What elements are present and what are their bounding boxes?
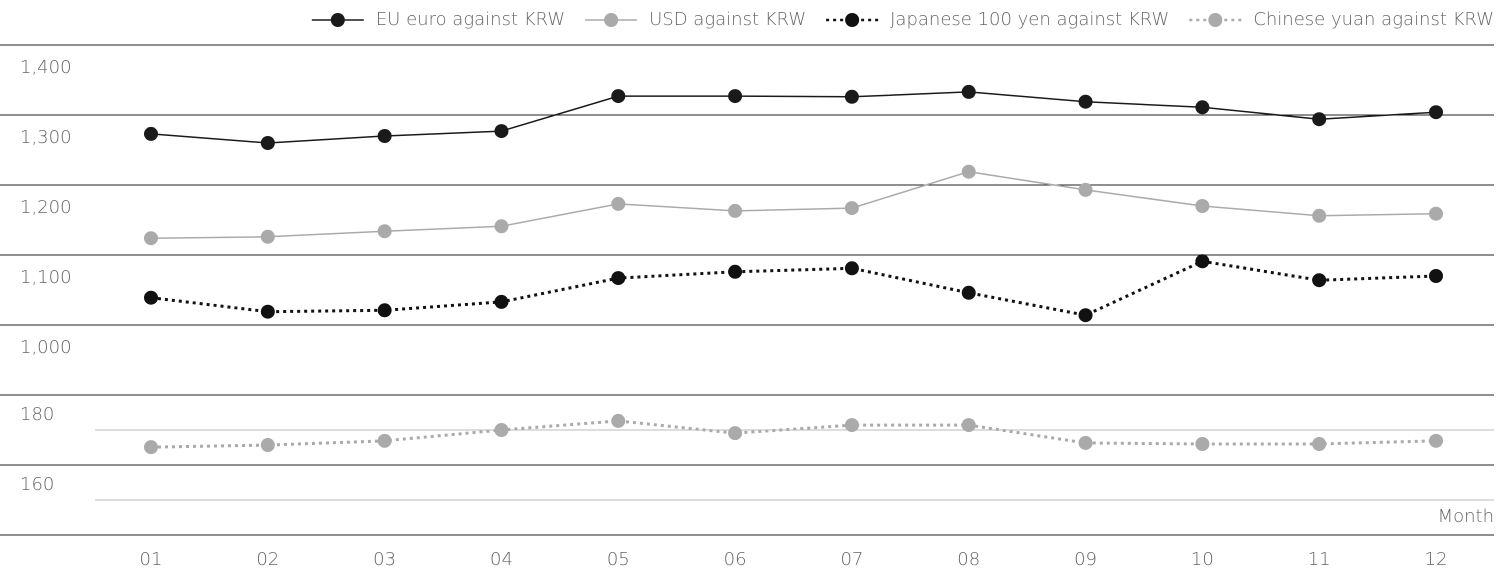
x-tick-label: 09 [1074, 549, 1097, 570]
data-point [144, 231, 158, 246]
data-point [1078, 435, 1093, 450]
x-tick-label: 12 [1425, 549, 1448, 570]
data-point [144, 440, 158, 455]
data-point [728, 203, 743, 218]
legend-marker [330, 13, 345, 27]
data-point [961, 418, 976, 433]
data-point [260, 304, 275, 319]
data-point [611, 271, 626, 286]
y-tick-label: 1,100 [20, 267, 72, 288]
data-point [611, 413, 626, 428]
x-tick-label: 02 [256, 549, 279, 570]
series-line [150, 419, 1437, 449]
data-point [611, 196, 626, 211]
x-tick-label: 05 [607, 549, 630, 570]
legend-label: Japanese 100 yen against KRW [890, 9, 1169, 30]
data-point [377, 129, 392, 143]
data-point [961, 285, 976, 300]
data-point [844, 201, 859, 216]
data-point [1429, 105, 1443, 120]
data-point [1078, 308, 1093, 323]
data-point [1312, 112, 1327, 127]
legend-label: USD against KRW [649, 9, 806, 30]
data-point [844, 89, 859, 104]
data-point [1429, 269, 1443, 283]
data-point [494, 219, 509, 234]
legend-marker [845, 13, 860, 27]
x-tick-label: 10 [1191, 549, 1214, 570]
x-tick-label: 11 [1308, 549, 1331, 570]
data-point [728, 89, 743, 104]
series-line [150, 91, 1437, 144]
data-point [1078, 182, 1093, 197]
legend-marker [604, 13, 619, 27]
y-tick-label: 1,400 [20, 57, 72, 78]
data-point [494, 294, 509, 309]
data-point [728, 264, 743, 279]
data-point [1078, 94, 1093, 109]
data-point [1312, 208, 1327, 223]
data-point [1312, 273, 1327, 288]
y-tick-label: 1,300 [20, 127, 72, 148]
y2-tick-label: 180 [20, 404, 54, 425]
data-point [377, 433, 392, 448]
data-point [144, 290, 158, 305]
x-tick-label: 06 [724, 549, 747, 570]
data-point [1429, 206, 1443, 221]
series-line [150, 259, 1437, 317]
x-tick-label: 08 [957, 549, 980, 570]
data-point [494, 124, 509, 139]
data-point [961, 84, 976, 99]
data-point [260, 136, 275, 150]
data-point [844, 261, 859, 276]
data-point [260, 438, 275, 453]
legend-marker [1208, 13, 1223, 27]
data-point [377, 224, 392, 239]
x-tick-label: 01 [140, 549, 163, 570]
data-point [1429, 433, 1443, 448]
x-tick-label: 04 [490, 549, 513, 570]
series-line [150, 170, 1437, 239]
x-axis-label: Month [1438, 506, 1494, 527]
data-point [1195, 199, 1210, 213]
data-point [1195, 254, 1210, 269]
y-tick-label: 1,200 [20, 197, 72, 218]
data-point [377, 303, 392, 318]
data-point [494, 423, 509, 437]
data-point [260, 229, 275, 244]
x-tick-label: 03 [373, 549, 396, 570]
legend-label: Chinese yuan against KRW [1253, 9, 1494, 30]
data-point [961, 164, 976, 179]
x-tick-label: 07 [840, 549, 863, 570]
data-point [728, 426, 743, 441]
data-point [844, 418, 859, 433]
data-point [1312, 437, 1327, 451]
data-point [1195, 437, 1210, 451]
legend-label: EU euro against KRW [376, 9, 565, 30]
data-point [144, 126, 158, 141]
y-tick-label: 1,000 [20, 337, 72, 358]
data-point [611, 89, 626, 104]
data-point [1195, 100, 1210, 115]
y2-tick-label: 160 [20, 474, 54, 495]
